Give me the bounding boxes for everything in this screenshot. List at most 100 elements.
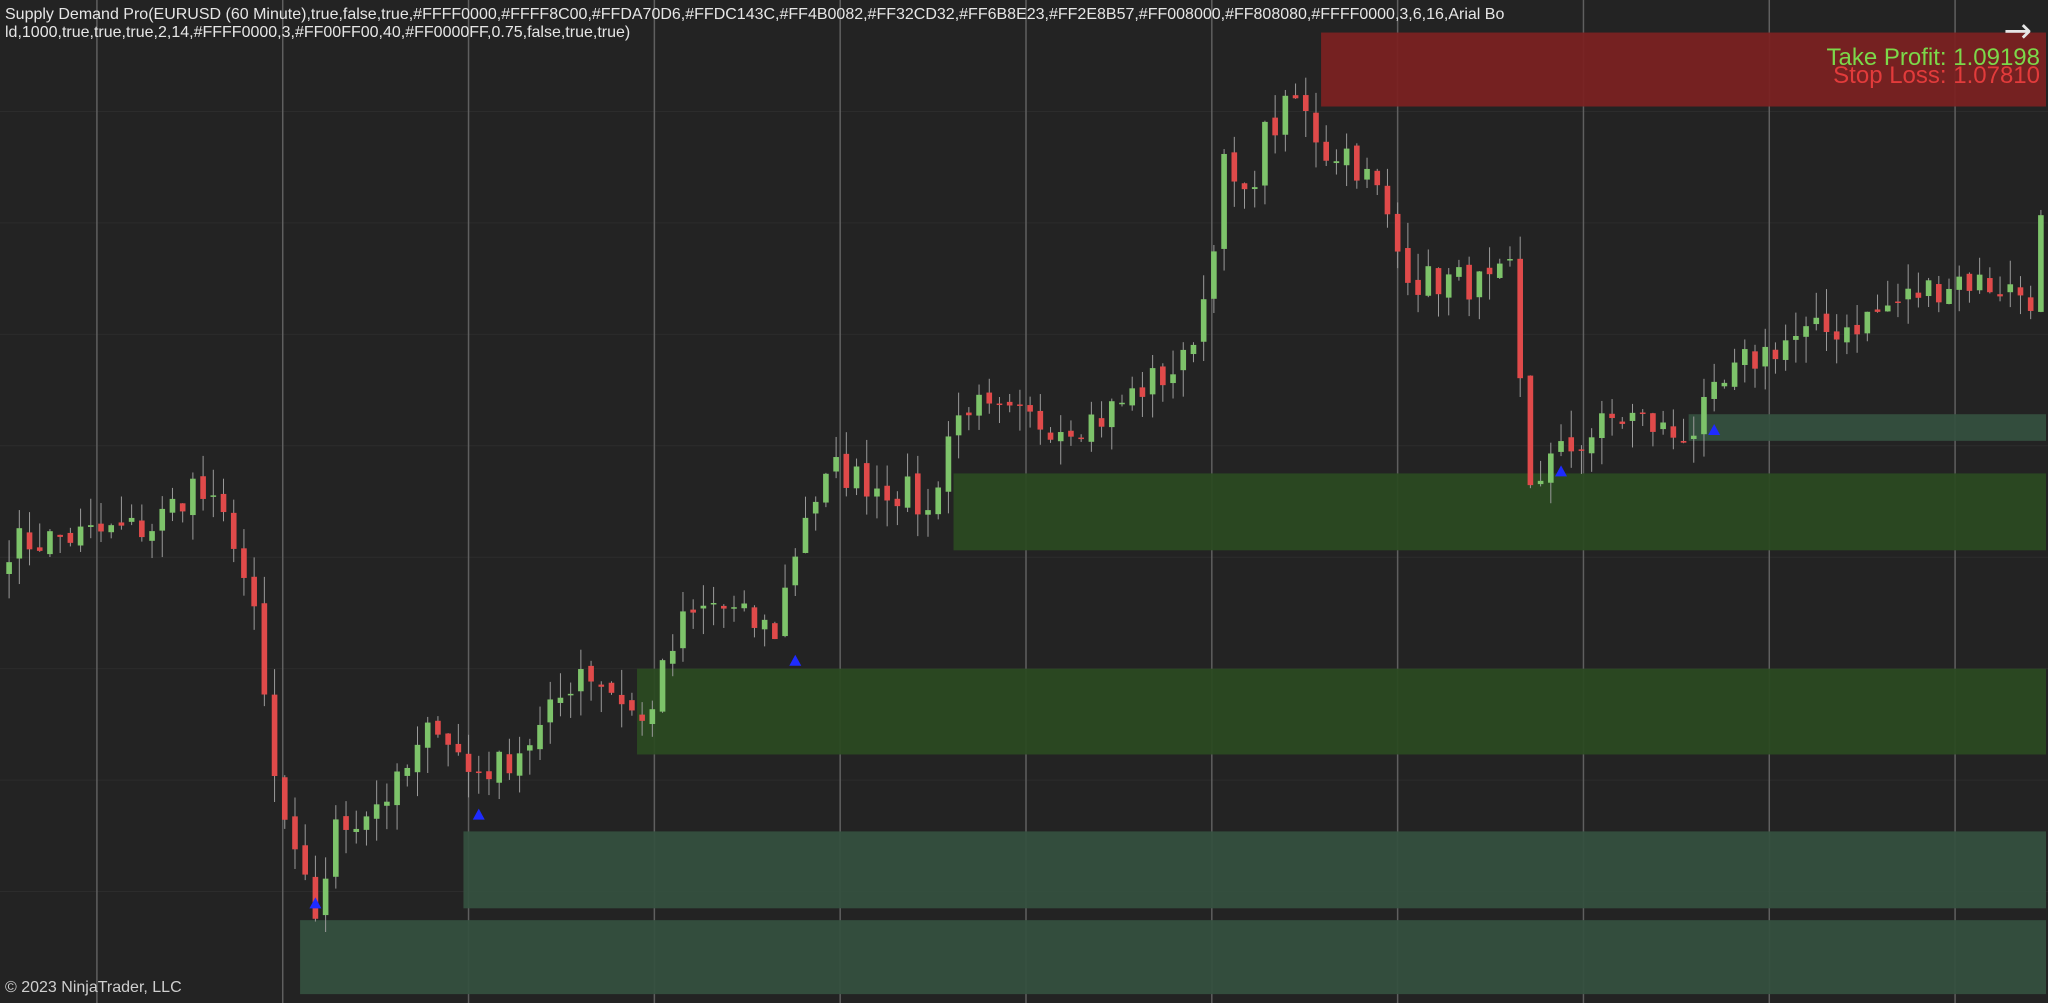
bearish-candle xyxy=(1384,185,1391,215)
bullish-candle xyxy=(833,457,839,472)
bullish-candle xyxy=(669,650,676,664)
bearish-candle xyxy=(98,523,104,532)
bullish-candle xyxy=(1129,388,1136,406)
bearish-candle xyxy=(720,605,727,609)
bearish-candle xyxy=(1997,294,2003,297)
stop-loss-label: Stop Loss: 1.07810 xyxy=(1833,62,2040,89)
bullish-candle xyxy=(1925,280,1932,297)
bearish-candle xyxy=(506,754,513,774)
bearish-candle xyxy=(1027,405,1033,412)
bearish-candle xyxy=(1935,284,1942,303)
bullish-candle xyxy=(557,697,564,703)
bullish-candle xyxy=(210,495,217,497)
bullish-candle xyxy=(1251,187,1258,190)
bullish-candle xyxy=(1813,317,1820,325)
bullish-candle xyxy=(1537,480,1544,485)
bullish-candle xyxy=(1588,437,1595,454)
bearish-candle xyxy=(1568,437,1575,452)
bearish-candle xyxy=(435,720,441,735)
bullish-candle xyxy=(394,771,400,806)
bearish-candle xyxy=(1670,426,1677,438)
bullish-candle xyxy=(527,745,533,751)
bullish-candle xyxy=(578,669,584,692)
signal-marker xyxy=(472,808,485,820)
bullish-candle xyxy=(1476,271,1483,298)
bearish-candle xyxy=(465,753,472,772)
bearish-candle xyxy=(1405,248,1411,283)
bullish-candle xyxy=(710,602,717,605)
demand-zone xyxy=(637,668,2046,755)
bearish-candle xyxy=(618,694,625,705)
demand-zone xyxy=(300,920,2047,995)
signal-marker xyxy=(1555,465,1568,477)
bullish-candle xyxy=(925,510,931,515)
bearish-candle xyxy=(1833,331,1840,340)
bearish-candle xyxy=(608,682,615,693)
bearish-candle xyxy=(1752,351,1758,369)
bullish-candle xyxy=(1200,299,1207,342)
bullish-candle xyxy=(1282,95,1289,135)
bearish-candle xyxy=(1047,432,1054,440)
demand-zone xyxy=(1688,414,2046,441)
bearish-candle xyxy=(1017,404,1023,406)
bearish-candle xyxy=(1987,278,1993,293)
bearish-candle xyxy=(629,700,635,711)
bearish-candle xyxy=(772,623,778,640)
bearish-candle xyxy=(966,412,972,416)
bullish-candle xyxy=(955,415,962,436)
indicator-parameters-label: Supply Demand Pro(EURUSD (60 Minute),tru… xyxy=(5,6,1505,41)
bullish-candle xyxy=(1864,311,1871,334)
bullish-candle xyxy=(87,525,94,527)
bullish-candle xyxy=(128,517,135,522)
bullish-candle xyxy=(1660,422,1666,430)
bearish-candle xyxy=(57,534,63,537)
bearish-candle xyxy=(1160,366,1166,386)
bullish-candle xyxy=(904,476,911,508)
bullish-candle xyxy=(1507,259,1513,261)
bearish-candle xyxy=(1078,437,1084,440)
bullish-candle xyxy=(1721,382,1728,387)
bearish-candle xyxy=(1578,449,1585,451)
bearish-candle xyxy=(220,493,227,513)
bullish-candle xyxy=(812,501,819,514)
bullish-candle xyxy=(190,478,196,516)
bullish-candle xyxy=(1456,267,1462,277)
bullish-candle xyxy=(1711,381,1717,399)
bullish-candle xyxy=(761,619,768,630)
bullish-candle xyxy=(1180,349,1187,371)
bullish-candle xyxy=(1762,346,1769,367)
supply-zone xyxy=(1321,32,2046,107)
bullish-candle xyxy=(649,709,656,725)
bullish-candle xyxy=(1364,168,1370,180)
bullish-candle xyxy=(404,767,411,776)
bearish-candle xyxy=(1823,313,1830,333)
bearish-candle xyxy=(281,777,288,820)
bearish-candle xyxy=(1527,375,1534,486)
bullish-candle xyxy=(537,724,543,750)
bearish-candle xyxy=(343,816,349,830)
bearish-candle xyxy=(1966,273,1973,291)
bearish-candle xyxy=(1415,279,1421,295)
bearish-candle xyxy=(894,498,901,507)
bullish-candle xyxy=(322,878,329,916)
bearish-candle xyxy=(588,665,594,682)
bullish-candle xyxy=(16,528,23,559)
bullish-candle xyxy=(1496,263,1503,278)
bearish-candle xyxy=(1037,410,1044,430)
bearish-candle xyxy=(1323,141,1330,161)
arrow-right-icon[interactable]: → xyxy=(2003,11,2033,51)
bearish-candle xyxy=(1895,301,1901,304)
bullish-candle xyxy=(6,562,12,574)
bearish-candle xyxy=(1609,413,1615,419)
bullish-candle xyxy=(169,498,176,513)
bullish-candle xyxy=(496,751,502,783)
bearish-candle xyxy=(884,485,890,501)
bullish-candle xyxy=(700,605,707,609)
bullish-candle xyxy=(1211,251,1217,299)
bullish-candle xyxy=(1057,432,1064,442)
bullish-candle xyxy=(2007,284,2014,293)
bearish-candle xyxy=(2027,297,2034,311)
bullish-candle xyxy=(547,699,554,723)
bearish-candle xyxy=(261,603,268,695)
